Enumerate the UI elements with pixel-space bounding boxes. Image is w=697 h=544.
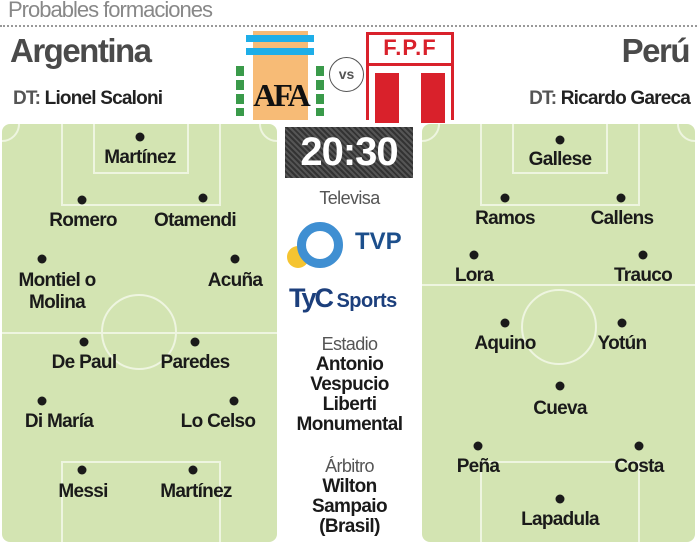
player-marker [617, 318, 627, 328]
away-player-name: Lapadula [521, 509, 600, 530]
player-marker [77, 465, 87, 475]
home-player-name: Acuña [207, 270, 263, 291]
referee-name: Wilton Sampaio (Brasil) [312, 476, 388, 537]
kickoff-time: 20:30 [285, 127, 413, 178]
home-pitch [2, 124, 277, 542]
player-marker [638, 250, 648, 260]
home-player-name: Martínez [104, 147, 176, 168]
afa-crest-logo: AFA [236, 31, 328, 120]
home-player-name: Paredes [160, 352, 230, 373]
player-marker [500, 193, 510, 203]
divider [0, 25, 697, 27]
player-marker [79, 337, 89, 347]
referee-label: Árbitro [325, 456, 374, 476]
player-marker [188, 465, 198, 475]
away-player-name: Cueva [533, 398, 587, 419]
away-coach-name: Ricardo Gareca [560, 88, 691, 109]
player-marker [190, 337, 200, 347]
fpf-crest-logo: F.P.F [366, 32, 454, 123]
home-player-name: De Paul [51, 352, 117, 373]
away-player-name: Costa [614, 456, 664, 477]
home-player-name: Martínez [160, 481, 232, 502]
home-player-name: Montiel o Molina [18, 270, 96, 313]
player-marker [555, 135, 565, 145]
home-coach: DT: Lionel Scaloni [13, 88, 163, 110]
page-title: Probables formaciones [8, 0, 213, 22]
home-coach-name: Lionel Scaloni [44, 88, 163, 109]
player-marker [135, 132, 145, 142]
away-player-name: Trauco [613, 265, 673, 286]
player-marker [469, 250, 479, 260]
away-player-name: Peña [456, 456, 500, 477]
home-player-name: Otamendi [153, 210, 237, 231]
player-marker [555, 381, 565, 391]
home-player-name: Lo Celso [180, 411, 256, 432]
player-marker [229, 396, 239, 406]
away-player-name: Lora [454, 265, 494, 286]
player-marker [634, 441, 644, 451]
home-team-name: Argentina [10, 32, 152, 69]
away-pitch [422, 124, 695, 542]
away-player-name: Ramos [475, 208, 536, 229]
home-player-name: Romero [49, 210, 117, 231]
tyc-sports-logo: TyC Sports [289, 283, 397, 313]
away-coach: DT: Ricardo Gareca [529, 88, 691, 110]
player-marker [37, 254, 47, 264]
tvp-logo: TVP [287, 218, 412, 273]
home-player-name: Messi [58, 481, 108, 502]
dt-label: DT: [529, 88, 557, 109]
broadcaster-label: Televisa [319, 188, 380, 208]
player-marker [77, 195, 87, 205]
player-marker [37, 396, 47, 406]
away-player-name: Callens [590, 208, 654, 229]
vs-badge: vs [329, 57, 364, 92]
stadium-label: Estadio [321, 334, 378, 354]
player-marker [198, 193, 208, 203]
stadium-name: Antonio Vespucio Liberti Monumental [296, 354, 403, 435]
away-player-name: Aquino [474, 333, 536, 354]
dt-label: DT: [13, 88, 41, 109]
home-player-name: Di María [24, 411, 94, 432]
player-marker [473, 441, 483, 451]
player-marker [230, 254, 240, 264]
away-player-name: Gallese [528, 149, 592, 170]
away-player-name: Yotún [597, 333, 648, 354]
away-team-name: Perú [621, 32, 691, 69]
player-marker [555, 494, 565, 504]
player-marker [500, 318, 510, 328]
player-marker [616, 193, 626, 203]
